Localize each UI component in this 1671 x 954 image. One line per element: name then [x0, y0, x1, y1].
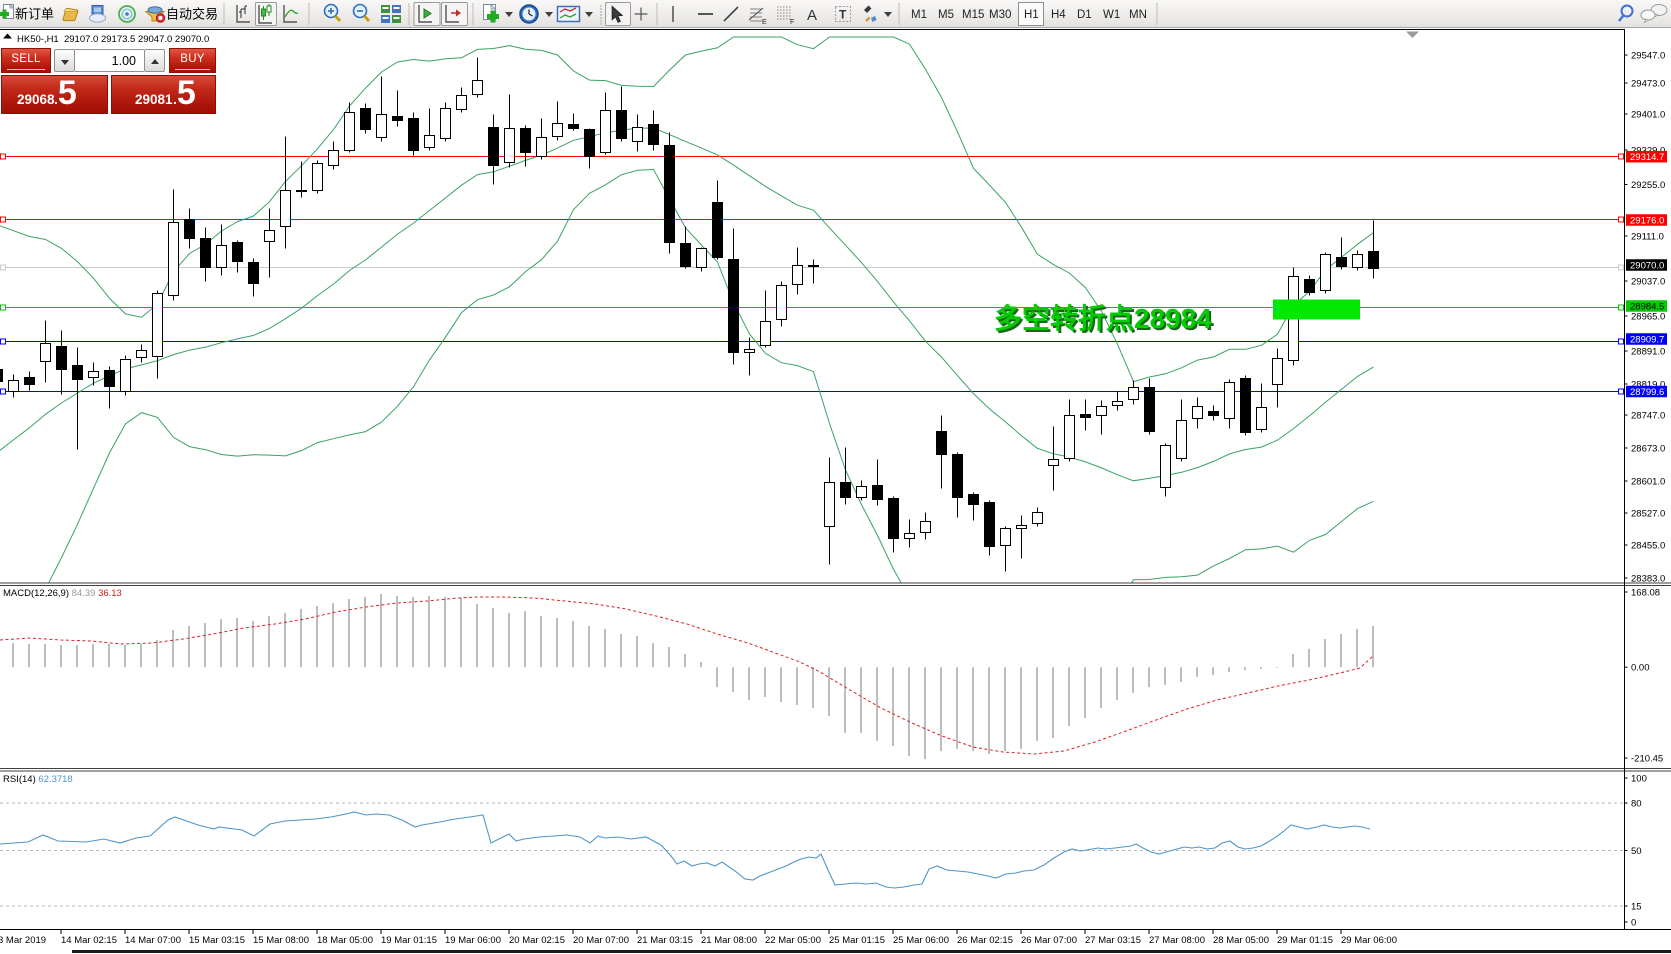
svg-text:19 Mar 01:15: 19 Mar 01:15 — [381, 935, 437, 946]
svg-text:21 Mar 08:00: 21 Mar 08:00 — [701, 935, 757, 946]
svg-text:26 Mar 02:15: 26 Mar 02:15 — [957, 935, 1013, 946]
svg-text:E: E — [762, 19, 767, 26]
svg-text:14 Mar 07:00: 14 Mar 07:00 — [125, 935, 181, 946]
svg-text:多空转折点28984: 多空转折点28984 — [994, 302, 1212, 334]
svg-text:28673.0: 28673.0 — [1631, 444, 1665, 455]
svg-text:25 Mar 01:15: 25 Mar 01:15 — [829, 935, 885, 946]
svg-text:50: 50 — [1631, 846, 1642, 857]
svg-text:29314.7: 29314.7 — [1630, 152, 1664, 163]
svg-text:M5: M5 — [938, 9, 954, 21]
svg-text:29547.0: 29547.0 — [1631, 51, 1665, 62]
svg-text:26 Mar 07:00: 26 Mar 07:00 — [1021, 935, 1077, 946]
svg-text:25 Mar 06:00: 25 Mar 06:00 — [893, 935, 949, 946]
svg-text:14 Mar 02:15: 14 Mar 02:15 — [61, 935, 117, 946]
svg-text:29 Mar 06:00: 29 Mar 06:00 — [1341, 935, 1397, 946]
svg-text:MN: MN — [1129, 9, 1147, 21]
svg-text:T: T — [839, 8, 847, 22]
svg-text:-210.45: -210.45 — [1631, 754, 1663, 765]
svg-text:28891.0: 28891.0 — [1631, 347, 1665, 358]
svg-text:28965.0: 28965.0 — [1631, 312, 1665, 323]
svg-text:28383.0: 28383.0 — [1631, 574, 1665, 585]
svg-text:22 Mar 05:00: 22 Mar 05:00 — [765, 935, 821, 946]
svg-text:29473.0: 29473.0 — [1631, 79, 1665, 90]
svg-text:F: F — [790, 19, 794, 26]
svg-text:0: 0 — [1631, 918, 1636, 929]
svg-text:29176.0: 29176.0 — [1630, 216, 1664, 227]
svg-text:0.00: 0.00 — [1631, 663, 1650, 674]
svg-text:100: 100 — [1631, 774, 1647, 785]
svg-text:29255.0: 29255.0 — [1631, 180, 1665, 191]
svg-text:29070.0: 29070.0 — [1630, 261, 1664, 272]
svg-text:80: 80 — [1631, 799, 1642, 810]
svg-text:28747.0: 28747.0 — [1631, 411, 1665, 422]
svg-text:29111.0: 29111.0 — [1631, 232, 1664, 243]
svg-text:28819.0: 28819.0 — [1631, 380, 1665, 391]
svg-text:RSI(14) 62.3718: RSI(14) 62.3718 — [3, 774, 73, 785]
svg-text:自动交易: 自动交易 — [166, 7, 218, 22]
svg-text:21 Mar 03:15: 21 Mar 03:15 — [637, 935, 693, 946]
svg-text:18 Mar 05:00: 18 Mar 05:00 — [317, 935, 373, 946]
svg-text:H4: H4 — [1051, 9, 1066, 21]
svg-text:H1: H1 — [1024, 9, 1039, 21]
svg-text:A: A — [807, 7, 817, 24]
svg-text:28799.6: 28799.6 — [1630, 387, 1664, 398]
svg-text:W1: W1 — [1103, 9, 1120, 21]
svg-text:29037.0: 29037.0 — [1631, 277, 1665, 288]
svg-text:27 Mar 03:15: 27 Mar 03:15 — [1085, 935, 1141, 946]
svg-text:3 Mar 2019: 3 Mar 2019 — [0, 935, 46, 946]
svg-text:MACD(12,26,9) 84.39 36.13: MACD(12,26,9) 84.39 36.13 — [3, 588, 122, 599]
svg-text:新订单: 新订单 — [15, 7, 54, 22]
svg-text:29401.0: 29401.0 — [1631, 110, 1665, 121]
svg-text:M30: M30 — [989, 9, 1011, 21]
svg-text:20 Mar 02:15: 20 Mar 02:15 — [509, 935, 565, 946]
svg-text:M1: M1 — [911, 9, 927, 21]
svg-text:27 Mar 08:00: 27 Mar 08:00 — [1149, 935, 1205, 946]
svg-text:15: 15 — [1631, 902, 1642, 913]
svg-text:28601.0: 28601.0 — [1631, 477, 1665, 488]
svg-text:20 Mar 07:00: 20 Mar 07:00 — [573, 935, 629, 946]
svg-text:19 Mar 06:00: 19 Mar 06:00 — [445, 935, 501, 946]
svg-text:28909.7: 28909.7 — [1630, 335, 1664, 346]
svg-text:28984.5: 28984.5 — [1630, 302, 1664, 313]
svg-text:28 Mar 05:00: 28 Mar 05:00 — [1213, 935, 1269, 946]
svg-text:28455.0: 28455.0 — [1631, 541, 1665, 552]
svg-text:D1: D1 — [1077, 9, 1092, 21]
svg-text:M15: M15 — [962, 9, 984, 21]
svg-text:168.08: 168.08 — [1631, 588, 1660, 599]
svg-text:28527.0: 28527.0 — [1631, 509, 1665, 520]
svg-text:15 Mar 03:15: 15 Mar 03:15 — [189, 935, 245, 946]
svg-text:29 Mar 01:15: 29 Mar 01:15 — [1277, 935, 1333, 946]
svg-text:HK50-,H1 29107.0 29173.5 2904: HK50-,H1 29107.0 29173.5 29047.0 29070.0 — [17, 34, 209, 45]
svg-text:15 Mar 08:00: 15 Mar 08:00 — [253, 935, 309, 946]
